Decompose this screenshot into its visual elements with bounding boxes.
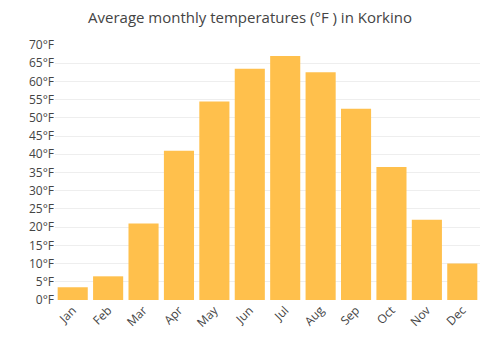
svg-text:May: May (193, 301, 222, 330)
svg-text:Sep: Sep (336, 302, 363, 329)
svg-text:Average monthly temperatures (: Average monthly temperatures (°F ) in Ko… (88, 7, 412, 27)
svg-text:Jul: Jul (270, 302, 292, 324)
svg-text:Jan: Jan (55, 302, 80, 327)
svg-text:Nov: Nov (406, 302, 434, 330)
svg-text:Dec: Dec (442, 302, 469, 329)
svg-text:10°F: 10°F (29, 255, 54, 272)
svg-text:Apr: Apr (160, 302, 186, 328)
svg-text:70°F: 70°F (29, 36, 54, 53)
svg-text:15°F: 15°F (29, 237, 54, 254)
svg-text:5°F: 5°F (36, 273, 54, 290)
svg-text:0°F: 0°F (36, 291, 54, 308)
svg-text:65°F: 65°F (29, 54, 54, 71)
svg-text:60°F: 60°F (29, 73, 54, 90)
svg-text:20°F: 20°F (29, 218, 54, 235)
svg-text:Oct: Oct (373, 302, 399, 328)
svg-text:Aug: Aug (300, 302, 328, 330)
svg-text:45°F: 45°F (29, 127, 54, 144)
svg-text:30°F: 30°F (29, 182, 54, 199)
svg-text:35°F: 35°F (29, 164, 54, 181)
svg-text:25°F: 25°F (29, 200, 54, 217)
svg-text:40°F: 40°F (29, 145, 54, 162)
svg-text:Jun: Jun (231, 302, 256, 327)
svg-text:Feb: Feb (89, 302, 115, 328)
svg-text:55°F: 55°F (29, 91, 54, 108)
svg-text:50°F: 50°F (29, 109, 54, 126)
svg-text:Mar: Mar (123, 302, 151, 330)
